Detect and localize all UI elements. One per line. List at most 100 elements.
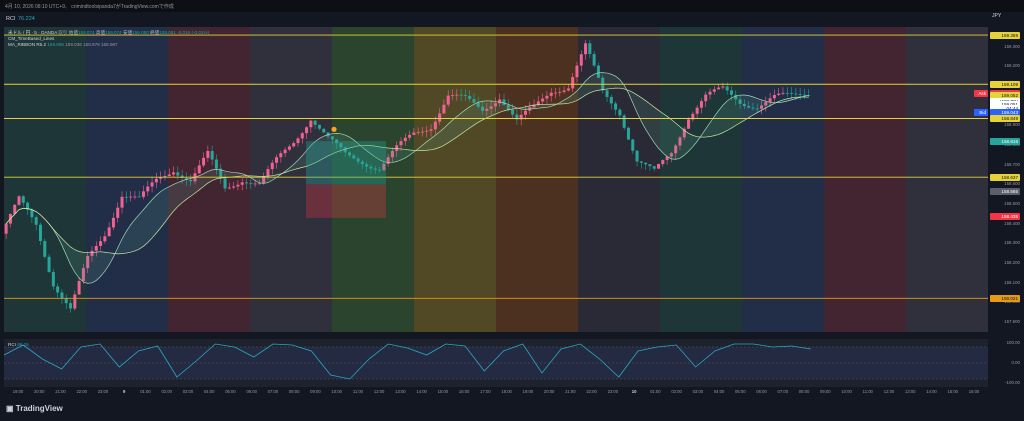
price-chart-svg[interactable]: [4, 27, 988, 332]
topbar-text: 4月 10, 2026 08:10 UTC+9、 crimindtoolsipa…: [5, 4, 174, 10]
candle-body: [270, 162, 274, 170]
price-tick-label: 159.300: [1004, 43, 1020, 49]
candle-body: [4, 223, 8, 234]
candle-body: [81, 268, 85, 281]
candle-body: [343, 147, 347, 153]
candle-body: [657, 164, 661, 169]
ma-slow-line: [5, 87, 809, 255]
candle-body: [644, 162, 648, 165]
price-tag: 159.052: [990, 91, 1020, 99]
candle-body: [159, 177, 163, 179]
rci-oscillator-pane[interactable]: RCI 66.15: [4, 339, 988, 387]
legend-indicator-ma-ribbon[interactable]: MA_RIBBON R5.2 159.055 159.036 158.979 1…: [8, 42, 118, 47]
candle-body: [382, 163, 386, 171]
session-band: [168, 27, 250, 332]
time-tick-label: 01:00: [140, 389, 151, 394]
ma-ribbon-v2: 159.036: [65, 42, 82, 47]
candle-body: [764, 101, 768, 106]
time-axis[interactable]: 19:00 20:00 21:00 22:00 23:00 9 01:00 02:00 03:0…: [4, 387, 988, 397]
candle-body: [94, 245, 98, 251]
candle-body: [129, 196, 133, 198]
candle-body: [802, 94, 806, 96]
candle-body: [532, 104, 536, 108]
candle-body: [772, 94, 776, 99]
candle-body: [107, 227, 111, 237]
price-tick-label: 159.200: [1004, 63, 1020, 69]
time-tick-label: 23:00: [97, 389, 109, 394]
candle-body: [30, 209, 34, 218]
candle-body: [515, 114, 519, 120]
candle-body: [408, 134, 412, 138]
time-tick-label: 21:00: [55, 389, 66, 394]
candle-body: [605, 90, 609, 97]
legend-indicator-timebased[interactable]: CM_TimeBased_Lines: [8, 36, 55, 41]
candle-body: [227, 187, 231, 189]
candle-body: [219, 168, 223, 179]
session-band: [332, 27, 414, 332]
candle-body: [133, 196, 137, 198]
candle-body: [463, 95, 467, 96]
ma-fast-line: [5, 72, 809, 284]
candle-body: [317, 124, 321, 129]
candle-body: [347, 152, 352, 156]
candle-body: [541, 98, 545, 102]
candle-body: [429, 129, 433, 131]
candle-body: [566, 88, 570, 91]
candle-body: [236, 184, 240, 187]
rci-legend-value: 66.15: [17, 342, 29, 347]
time-tick-label: 20:00: [33, 389, 45, 394]
candle-body: [309, 120, 313, 128]
candle-body: [794, 93, 798, 95]
candle-body: [592, 54, 596, 66]
rci-oscillator-svg: [4, 343, 988, 380]
candle-body: [249, 183, 253, 185]
time-tick-label: 01:00: [650, 389, 661, 394]
legend-close-label: 終値: [150, 30, 160, 35]
candle-body: [785, 92, 789, 94]
candle-body: [545, 95, 549, 99]
alert-marker: [331, 126, 337, 132]
candle-body: [498, 99, 502, 104]
candle-body: [335, 139, 339, 144]
position-loss-zone: [306, 184, 386, 218]
time-tick-label: 16:00: [968, 389, 980, 394]
candle-body: [352, 155, 356, 159]
candle-body: [472, 99, 476, 103]
price-tag: 159.043: [990, 109, 1020, 117]
session-band: [906, 27, 988, 332]
candle-body: [141, 191, 145, 197]
candle-body: [373, 168, 377, 170]
rci-tick-label: -100.00: [1005, 380, 1020, 385]
time-tick-label: 21:00: [565, 389, 576, 394]
candle-body: [626, 127, 630, 140]
candle-body: [51, 271, 55, 287]
candle-body: [674, 145, 678, 154]
price-tag: 158.816: [990, 138, 1020, 146]
candle-body: [665, 156, 669, 161]
session-band: [742, 27, 824, 332]
candle-body: [536, 101, 540, 105]
candle-body: [146, 186, 150, 192]
time-tick-label: 9: [123, 389, 126, 394]
candle-body: [451, 95, 455, 96]
price-axis[interactable]: 159.300159.200159.100159.000158.900158.8…: [974, 27, 1024, 332]
candle-body: [240, 182, 244, 185]
candle-body: [485, 108, 489, 111]
candle-body: [253, 183, 257, 185]
candle-body: [584, 43, 588, 55]
ma-ribbon-v3: 158.979: [83, 42, 100, 47]
price-tick-label: 158.700: [1004, 161, 1020, 167]
candle-body: [47, 256, 51, 272]
time-tick-label: 17:00: [480, 389, 491, 394]
price-tick-label: 158.900: [1004, 122, 1020, 128]
time-tick-label: 12:00: [883, 389, 895, 394]
session-band: [496, 27, 578, 332]
candle-body: [403, 137, 407, 142]
candle-body: [202, 157, 206, 166]
candle-body: [300, 133, 304, 139]
price-chart-pane[interactable]: 米ドル / 円 · 5 · OANDA 取引 始値159.074 高値159.0…: [4, 27, 988, 332]
time-tick-label: 10:00: [331, 389, 342, 394]
candle-body: [86, 255, 90, 269]
candle-body: [734, 94, 738, 100]
time-tick-label: 05:00: [225, 389, 236, 394]
